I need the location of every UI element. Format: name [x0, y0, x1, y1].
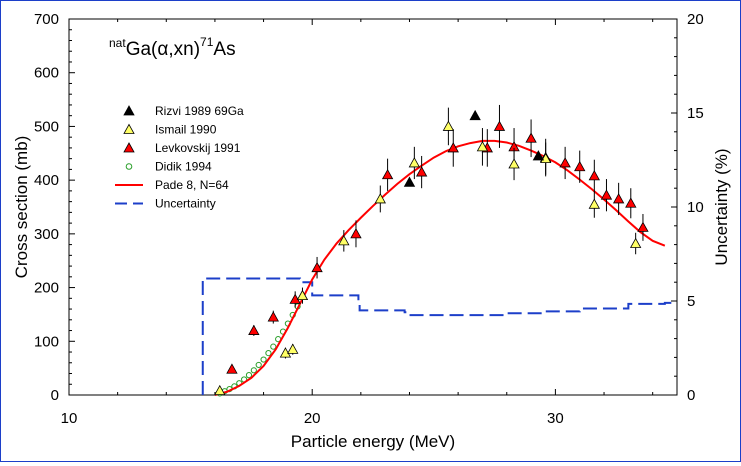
legend-label: Pade 8, N=64 [155, 178, 229, 192]
x-tick-label: 10 [61, 410, 78, 427]
y-tick-label: 200 [34, 280, 59, 297]
pade-fit-line [214, 139, 666, 396]
levkovskij-point [267, 311, 279, 322]
ismail-point [214, 384, 226, 396]
didik-point [245, 372, 253, 379]
levkovskij-point [311, 261, 323, 273]
series-group [201, 104, 677, 397]
legend-label: Rizvi 1989 69Ga [155, 104, 244, 118]
levkovskij-point [600, 189, 613, 200]
y-tick-label: 0 [51, 387, 59, 404]
legend-symbol-ismail [123, 123, 135, 134]
y2-tick-label: 20 [687, 11, 704, 28]
y2-axis-label: Uncertainty (%) [712, 148, 731, 265]
levkovskij-point [248, 324, 260, 335]
y-axis-label: Cross section (mb) [12, 136, 31, 279]
y2-tick-label: 5 [687, 293, 695, 310]
legend-label: Levkovskij 1991 [155, 141, 241, 155]
x-tick-label: 20 [304, 410, 321, 427]
ismail-point [374, 193, 386, 204]
y2-tick-label: 10 [687, 199, 704, 216]
levkovskij-point [493, 120, 506, 131]
x-axis-label: Particle energy (MeV) [291, 432, 455, 451]
rizvi-point [532, 150, 545, 161]
y2-tick-label: 15 [687, 105, 704, 122]
legend-label: Uncertainty [155, 197, 216, 211]
levkovskij-point [612, 193, 625, 204]
didik-point [255, 361, 262, 369]
levkovskij-point [574, 160, 586, 172]
rizvi-point [469, 109, 481, 121]
didik-point [260, 356, 267, 363]
title-post: As [213, 39, 235, 60]
levkovskij-point [625, 197, 637, 208]
ismail-point [287, 343, 299, 354]
levkovskij-point [226, 363, 238, 374]
ismail-point [629, 237, 642, 248]
y-tick-label: 100 [34, 333, 59, 350]
ismail-point [539, 152, 552, 164]
y-tick-label: 500 [34, 118, 59, 135]
title-prefix: nat [109, 36, 126, 50]
levkovskij-point [525, 132, 537, 143]
y-tick-label: 400 [34, 172, 59, 189]
legend-label: Didik 1994 [155, 160, 212, 174]
levkovskij-point [559, 157, 571, 168]
chart-title: natGa(α,xn)71As [109, 35, 236, 60]
legend-symbol-rizvi [123, 105, 135, 116]
levkovskij-point [415, 166, 428, 177]
levkovskij-point [447, 142, 459, 153]
levkovskij-point [381, 168, 394, 180]
ismail-point [296, 289, 309, 301]
didik-point [265, 350, 272, 357]
ismail-point [588, 198, 600, 209]
uncertainty-line [201, 277, 677, 395]
legend: Rizvi 1989 69Ga Ismail 1990 Levkovskij 199… [115, 104, 244, 211]
legend-label: Ismail 1990 [155, 123, 217, 137]
y-tick-label: 300 [34, 226, 59, 243]
ismail-point [476, 141, 489, 152]
legend-symbol-didik [125, 163, 133, 170]
title-main: Ga(α,xn) [126, 39, 200, 60]
ismail-point [508, 158, 520, 169]
levkovskij-point [637, 221, 649, 232]
levkovskij-point [588, 170, 600, 181]
legend-symbol-levkovskij [123, 142, 135, 153]
didik-point [250, 367, 257, 374]
rizvi-point [403, 176, 416, 187]
y-tick-label: 600 [34, 65, 59, 82]
y2-tick-label: 0 [687, 387, 695, 404]
y-tick-label: 700 [34, 11, 59, 28]
ismail-point [408, 157, 421, 168]
didik-point [270, 343, 277, 350]
levkovskij-point [350, 228, 362, 239]
ismail-point [338, 235, 350, 246]
title-sup: 71 [200, 35, 214, 49]
x-tick-label: 30 [547, 410, 564, 427]
ismail-point [442, 120, 455, 131]
